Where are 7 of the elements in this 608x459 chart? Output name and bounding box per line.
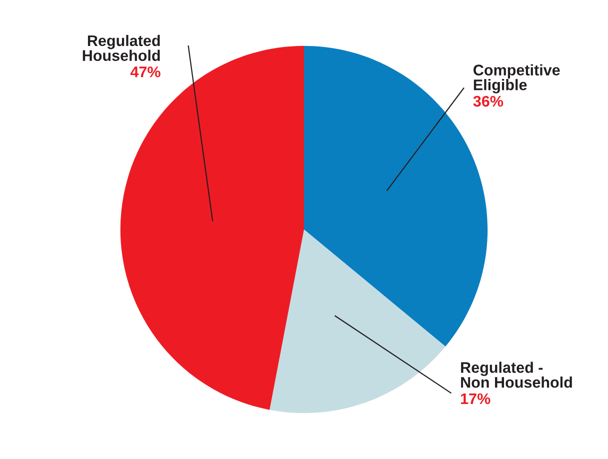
data-label: 47% [130, 66, 160, 78]
slice-label: Competitive Eligible [474, 64, 560, 94]
pie-slice [270, 230, 446, 414]
data-label: 36% [473, 96, 504, 107]
data-label: 17% [461, 393, 490, 404]
slice-label: Regulated - Non Household [461, 362, 572, 388]
slice-label: Regulated Household [82, 34, 160, 61]
